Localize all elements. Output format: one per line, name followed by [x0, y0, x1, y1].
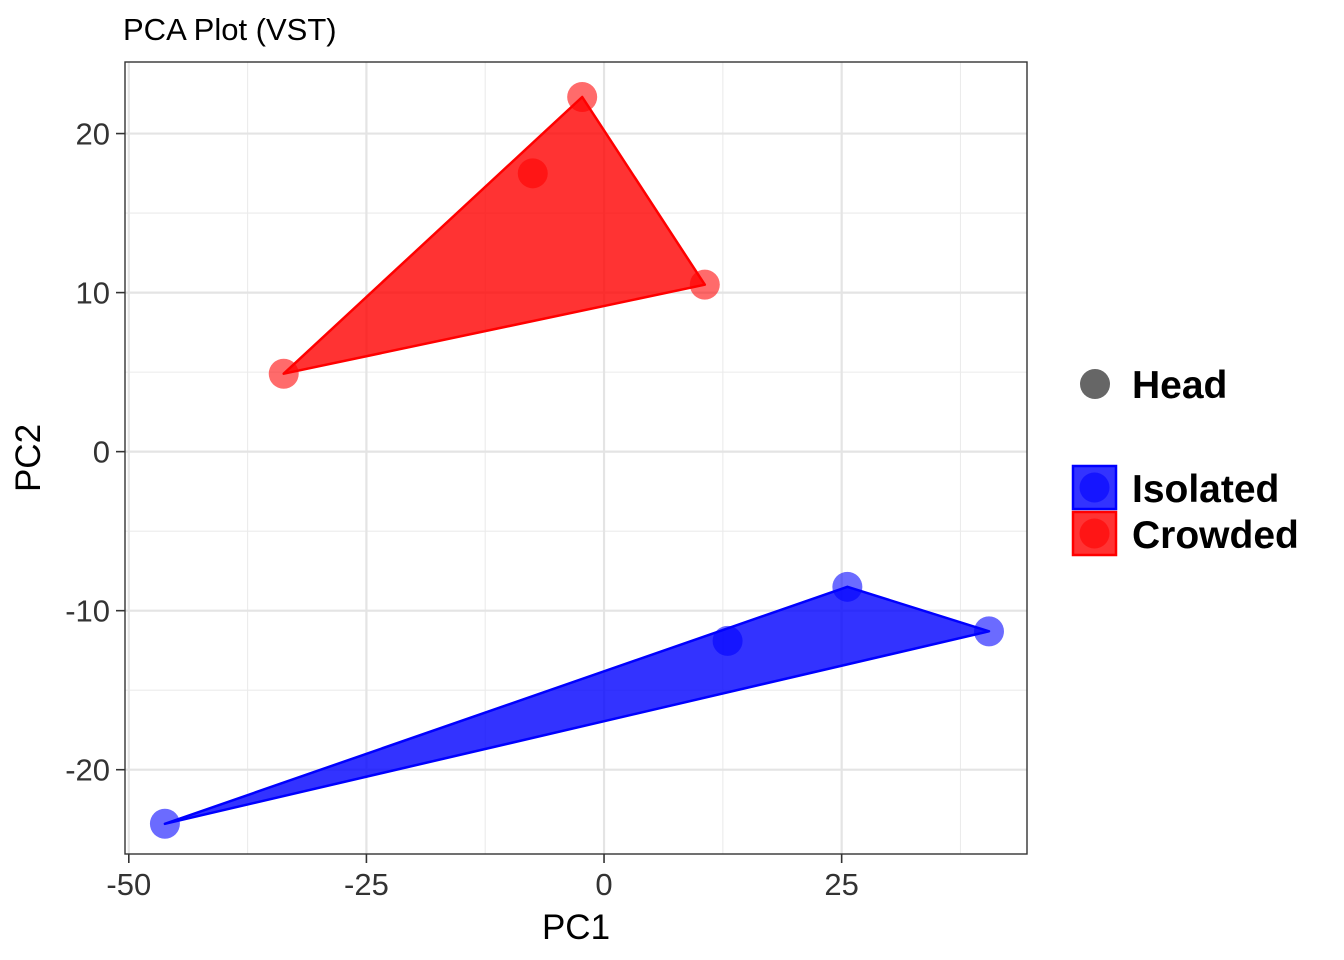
- legend-label-isolated: Isolated: [1132, 468, 1279, 511]
- point-crowded: [689, 269, 720, 300]
- point-crowded: [567, 81, 598, 112]
- hull-crowded: [282, 95, 707, 375]
- axes: -50 -25 0 25 -20 -10 0 10 20: [65, 117, 859, 902]
- x-tick-label: 25: [824, 867, 858, 902]
- hull-isolated: [163, 585, 991, 826]
- hull-polygons: [163, 95, 991, 826]
- legend-head-circle-icon: [1080, 369, 1110, 399]
- y-tick-label: 10: [76, 276, 110, 311]
- point-crowded: [268, 358, 299, 389]
- panel-border: [124, 61, 1028, 855]
- point-isolated: [832, 571, 863, 602]
- x-tick-label: -25: [344, 867, 389, 902]
- x-axis-title: PC1: [542, 908, 610, 947]
- point-isolated: [149, 808, 180, 839]
- y-tick-label: -20: [65, 753, 110, 788]
- y-axis-title: PC2: [9, 424, 48, 492]
- data-points: [149, 81, 1004, 839]
- legend-point-crowded: [1079, 518, 1110, 549]
- y-tick-label: 20: [76, 117, 110, 152]
- y-tick-label: -10: [65, 594, 110, 629]
- point-isolated: [712, 625, 743, 656]
- chart-title: PCA Plot (VST): [123, 12, 337, 47]
- x-tick-label: -50: [106, 867, 151, 902]
- x-tick-label: 0: [595, 867, 612, 902]
- point-isolated: [973, 616, 1004, 647]
- y-tick-label: 0: [93, 435, 110, 470]
- legend-point-isolated: [1079, 472, 1110, 503]
- plot-panel: [124, 61, 1028, 855]
- legend-head-label: Head: [1132, 364, 1227, 407]
- point-crowded: [517, 158, 548, 189]
- legend-label-crowded: Crowded: [1132, 514, 1299, 557]
